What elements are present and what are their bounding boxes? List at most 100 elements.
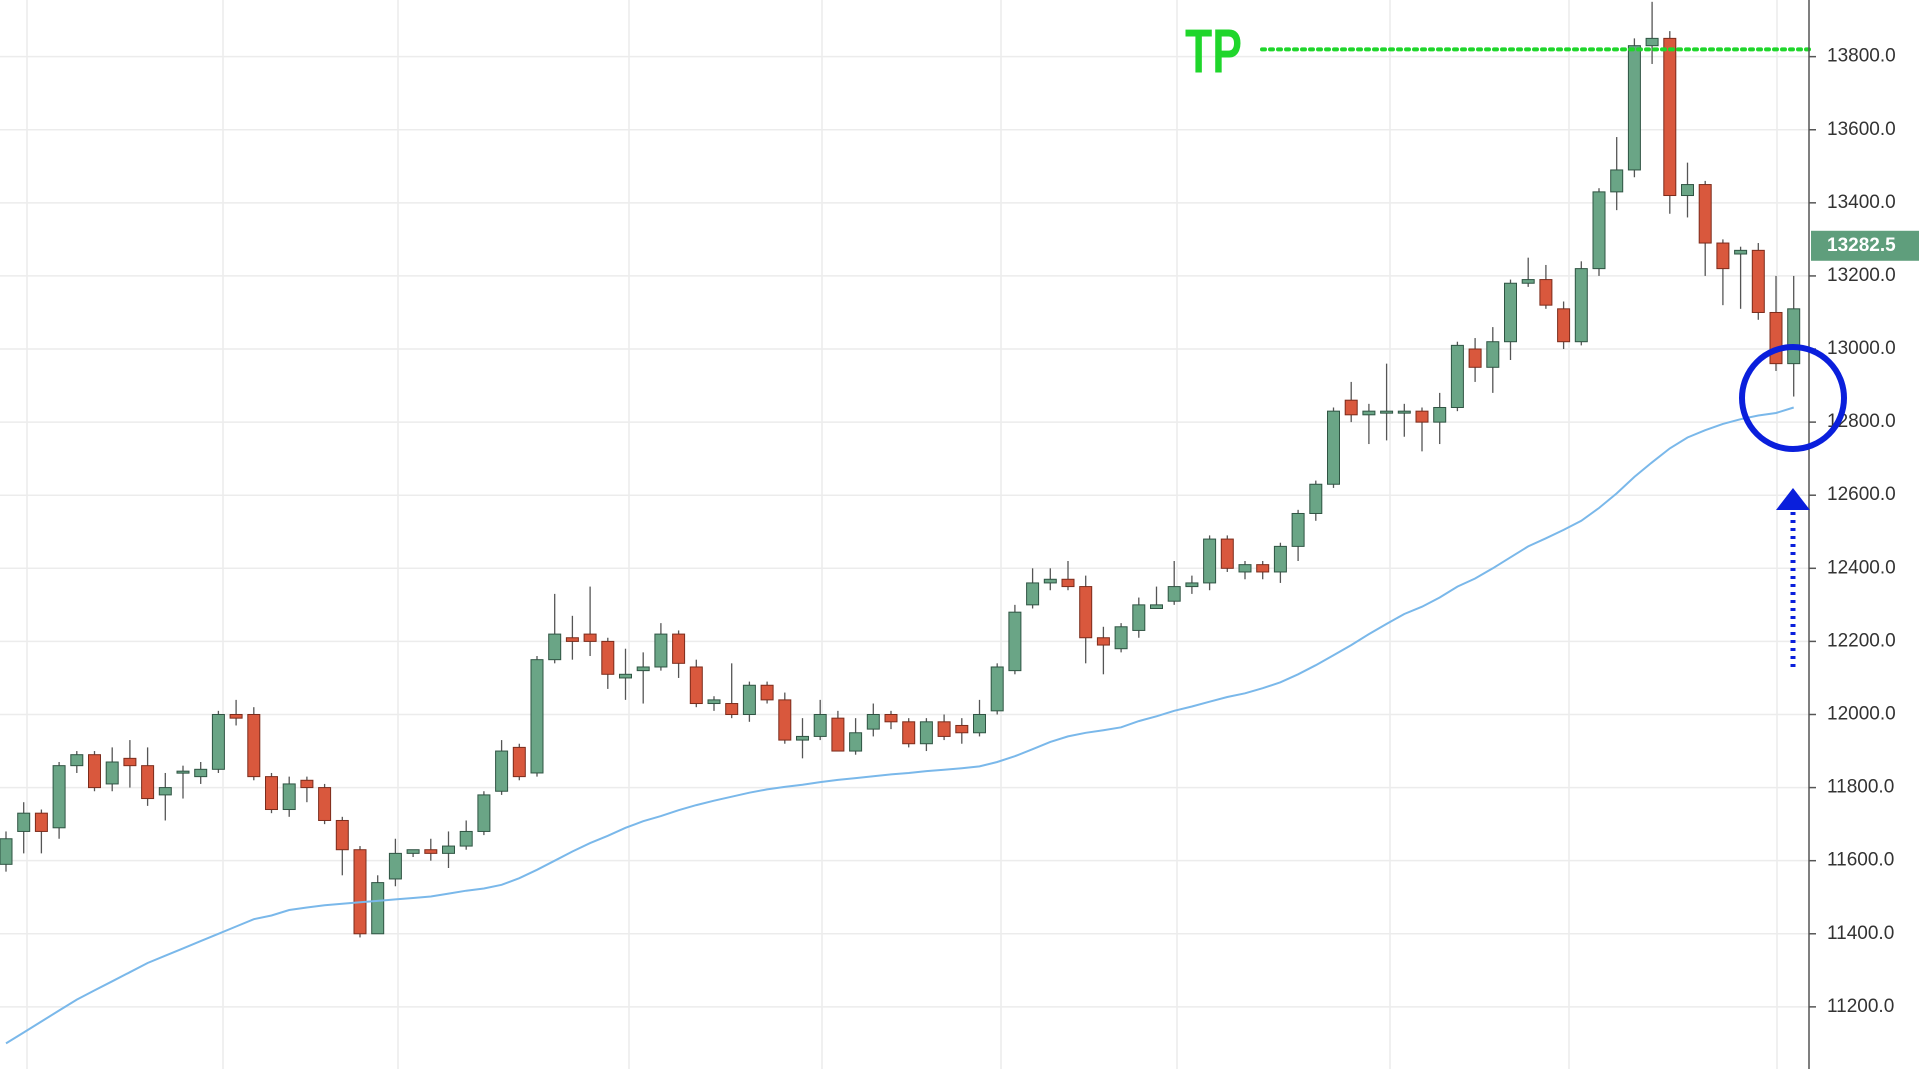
candle-body bbox=[512, 746, 526, 778]
y-tick-label: 11200.0 bbox=[1827, 996, 1894, 1017]
candle-body bbox=[1557, 308, 1571, 343]
candle-body bbox=[1309, 483, 1323, 514]
candle-body bbox=[1291, 512, 1305, 547]
candle-body bbox=[548, 633, 562, 661]
candle-body bbox=[371, 882, 385, 935]
candle-body bbox=[141, 765, 155, 800]
candle-body bbox=[1238, 564, 1252, 573]
y-tick-label: 12400.0 bbox=[1827, 557, 1896, 578]
candle-body bbox=[1468, 348, 1482, 368]
candle-body bbox=[866, 713, 880, 730]
candle-body bbox=[565, 637, 579, 642]
candle-body bbox=[1397, 410, 1411, 414]
y-tick-label: 13000.0 bbox=[1827, 338, 1896, 359]
candle-body bbox=[636, 666, 650, 672]
candle-body bbox=[0, 838, 13, 865]
arrow-head bbox=[1776, 488, 1810, 510]
candle-body bbox=[725, 703, 739, 715]
candle-body bbox=[619, 673, 632, 679]
candle-body bbox=[583, 633, 597, 642]
candle-body bbox=[495, 750, 509, 792]
y-tick-label: 11800.0 bbox=[1827, 777, 1894, 798]
candle-body bbox=[406, 849, 420, 854]
candle-body bbox=[849, 732, 863, 752]
candle-body bbox=[654, 633, 668, 668]
candle-body bbox=[158, 787, 172, 796]
y-tick-label: 12000.0 bbox=[1827, 704, 1896, 725]
candle-body bbox=[265, 776, 278, 811]
moving-average-line bbox=[5, 406, 1794, 1045]
plot: TP bbox=[0, 1, 1811, 1045]
candle-body bbox=[796, 735, 809, 741]
candle-body bbox=[1362, 410, 1376, 416]
candle-body bbox=[282, 783, 296, 811]
y-tick-label: 12600.0 bbox=[1827, 484, 1896, 505]
candle-body bbox=[442, 845, 455, 854]
candle-body bbox=[1132, 604, 1146, 631]
candle-body bbox=[1751, 249, 1765, 313]
candle-body bbox=[1521, 279, 1535, 284]
candle-body bbox=[1681, 184, 1694, 197]
y-tick-label: 12200.0 bbox=[1827, 630, 1896, 651]
candle-body bbox=[70, 754, 84, 767]
candle-body bbox=[1008, 611, 1022, 672]
candle-body bbox=[1645, 37, 1659, 47]
candle-body bbox=[1256, 564, 1270, 573]
candle-body bbox=[1344, 399, 1358, 416]
candle-body bbox=[1273, 545, 1287, 573]
candle-body bbox=[1663, 37, 1677, 197]
candle-body bbox=[1486, 341, 1500, 368]
candle-body bbox=[1114, 626, 1128, 650]
y-tick-label: 13600.0 bbox=[1827, 119, 1896, 140]
candle-body bbox=[778, 699, 792, 741]
candle-body bbox=[1539, 279, 1553, 306]
candle-body bbox=[1327, 410, 1340, 485]
candle-body bbox=[459, 830, 473, 847]
candle-body bbox=[477, 794, 491, 832]
y-tick-label: 13200.0 bbox=[1827, 265, 1896, 286]
candle-body bbox=[52, 765, 66, 829]
candle-body bbox=[1026, 582, 1040, 606]
candle-body bbox=[335, 819, 349, 851]
candle-body bbox=[1203, 538, 1217, 584]
y-tick-label: 13400.0 bbox=[1827, 192, 1896, 213]
candle-body bbox=[902, 721, 916, 745]
candle-body bbox=[123, 757, 137, 767]
grid bbox=[0, 0, 1809, 1069]
candle-body bbox=[990, 666, 1004, 712]
candle-body bbox=[760, 684, 774, 701]
candle-body bbox=[388, 852, 402, 880]
candle-body bbox=[1433, 406, 1447, 423]
candle-body bbox=[601, 640, 615, 675]
candle-body bbox=[424, 849, 438, 854]
price-axis: 11200.0 11400.0 11600.0 11800.0 12000.0 12200… bbox=[1809, 46, 1919, 1017]
candle-body bbox=[1504, 282, 1517, 343]
candle-body bbox=[689, 666, 703, 705]
candle-body bbox=[88, 754, 101, 789]
candle-body bbox=[1380, 410, 1394, 414]
candle-body bbox=[194, 768, 208, 778]
candle-body bbox=[955, 724, 969, 734]
candle-body bbox=[105, 761, 119, 785]
candle-body bbox=[1450, 344, 1464, 408]
y-tick-label: 13800.0 bbox=[1827, 46, 1896, 67]
candle-body bbox=[884, 713, 898, 723]
candle-body bbox=[1220, 538, 1234, 569]
candle-body bbox=[1769, 311, 1783, 365]
candle-body bbox=[300, 779, 314, 789]
candle-body bbox=[530, 659, 544, 774]
candle-body bbox=[1627, 45, 1641, 171]
candle-body bbox=[17, 812, 31, 832]
candle-body bbox=[1734, 249, 1748, 255]
candle-body bbox=[919, 721, 933, 745]
candle-body bbox=[742, 684, 756, 715]
candle-body bbox=[672, 633, 686, 664]
y-tick-label: 11400.0 bbox=[1827, 923, 1894, 944]
candle-body bbox=[1574, 268, 1588, 343]
y-tick-label: 12800.0 bbox=[1827, 411, 1896, 432]
highlight-circle bbox=[1739, 344, 1847, 452]
candle-body bbox=[831, 717, 845, 752]
candle-body bbox=[1415, 410, 1429, 423]
